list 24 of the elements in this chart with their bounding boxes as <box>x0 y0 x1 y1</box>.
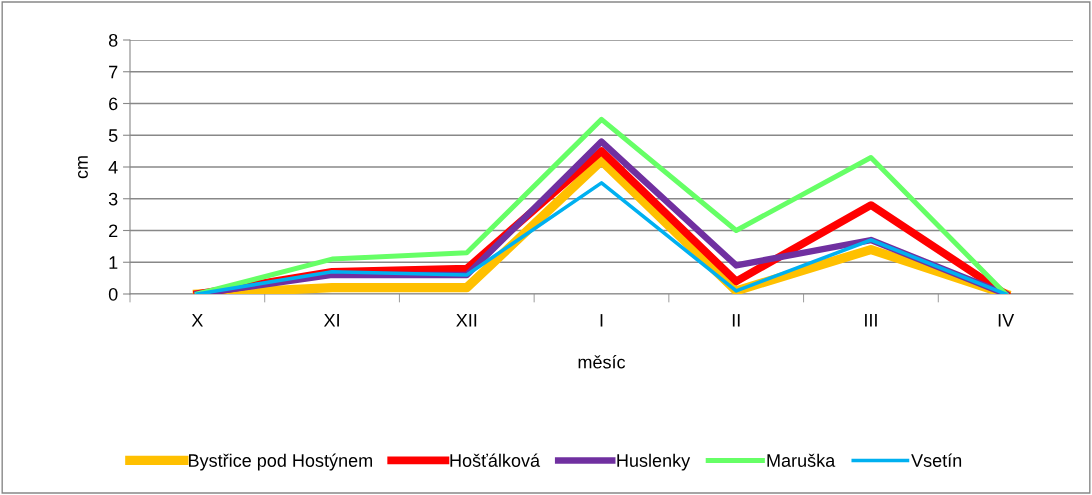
y-tick-label: 5 <box>108 129 118 142</box>
y-tick-label: 2 <box>109 224 118 238</box>
legend-label: Bystřice pod Hostýnem <box>189 453 372 471</box>
x-tick-label: X <box>191 314 203 327</box>
y-tick-label: 8 <box>108 33 118 47</box>
y-tick-label: 6 <box>109 97 118 111</box>
x-tick-label: III <box>865 314 877 327</box>
y-axis-title: cm <box>78 156 88 179</box>
x-tick-label: I <box>600 314 603 327</box>
legend-label: Vsetín <box>911 453 962 467</box>
x-tick-label: II <box>732 314 740 327</box>
y-tick-label: 0 <box>108 287 118 301</box>
y-tick-label: 7 <box>109 65 118 79</box>
legend-label: Maruška <box>767 453 836 467</box>
legend-label: Hošťálková <box>450 453 541 467</box>
legend-label: Huslenky <box>617 453 691 471</box>
y-tick-label: 4 <box>108 161 118 174</box>
y-tick-label: 3 <box>108 192 118 206</box>
line-series <box>195 181 1008 294</box>
x-tick-label: IV <box>998 314 1015 327</box>
y-tick-label: 1 <box>109 256 118 269</box>
x-tick-label: XI <box>323 314 339 327</box>
x-tick-label: XII <box>456 314 477 327</box>
x-axis-title: měsíc <box>578 355 626 369</box>
